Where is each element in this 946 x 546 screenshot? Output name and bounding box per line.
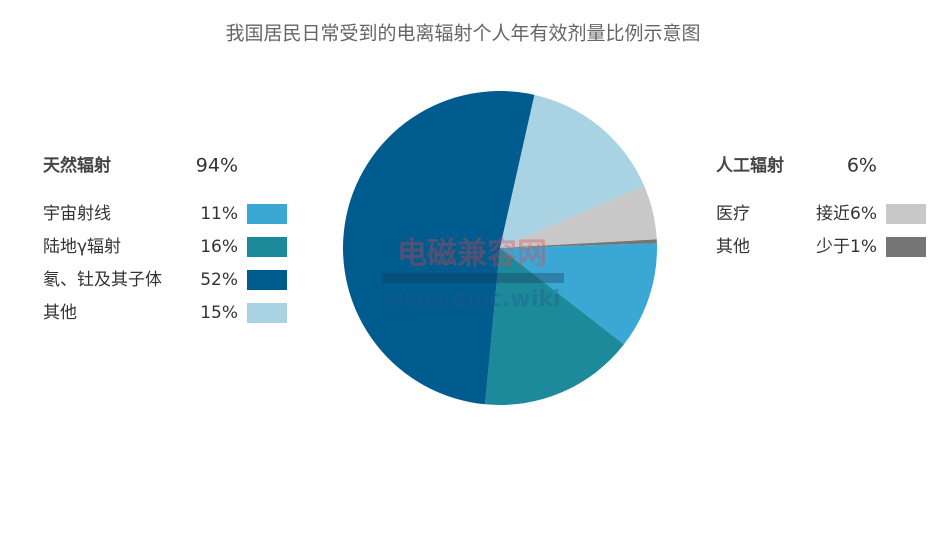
legend-swatch	[886, 204, 926, 224]
legend-value: 15%	[200, 303, 238, 323]
legend-swatch	[247, 204, 287, 224]
legend-label: 陆地γ辐射	[43, 237, 121, 257]
legend-swatch	[247, 270, 287, 290]
legend-value: 16%	[200, 237, 238, 257]
legend-swatch	[886, 237, 926, 257]
legend-value: 接近6%	[816, 204, 877, 224]
watermark: 电磁兼容网 www.emc.wiki	[382, 237, 564, 312]
legend-value: 11%	[200, 204, 238, 224]
pie-slice	[500, 243, 658, 345]
pie	[342, 91, 658, 406]
legend-swatch	[247, 303, 287, 323]
chart-title: 我国居民日常受到的电离辐射个人年有效剂量比例示意图	[225, 23, 700, 45]
legend-group-value: 6%	[847, 155, 877, 177]
legend-swatch	[247, 237, 287, 257]
watermark-name: 电磁兼容网	[397, 237, 547, 272]
legend-group-value: 94%	[196, 155, 238, 177]
legend: 天然辐射 94% 宇宙射线 11% 陆地γ辐射 16% 氡、钍及其子体 52% 其他 15% 人工辐…	[43, 155, 926, 323]
pie-slice	[500, 239, 657, 248]
pie-slice	[500, 94, 645, 248]
legend-label: 宇宙射线	[43, 204, 111, 224]
pie-slice	[342, 91, 535, 405]
watermark-bar	[382, 273, 564, 283]
legend-label: 医疗	[716, 204, 750, 224]
watermark-url: www.emc.wiki	[383, 287, 560, 312]
legend-value: 52%	[200, 270, 238, 290]
legend-label: 其他	[716, 237, 750, 257]
legend-label: 其他	[43, 303, 77, 323]
pie-slice	[500, 185, 657, 248]
legend-label: 氡、钍及其子体	[43, 270, 162, 290]
pie-slice	[485, 248, 624, 406]
legend-group-name: 天然辐射	[43, 155, 111, 176]
legend-group-name: 人工辐射	[716, 155, 784, 176]
legend-value: 少于1%	[816, 237, 877, 257]
